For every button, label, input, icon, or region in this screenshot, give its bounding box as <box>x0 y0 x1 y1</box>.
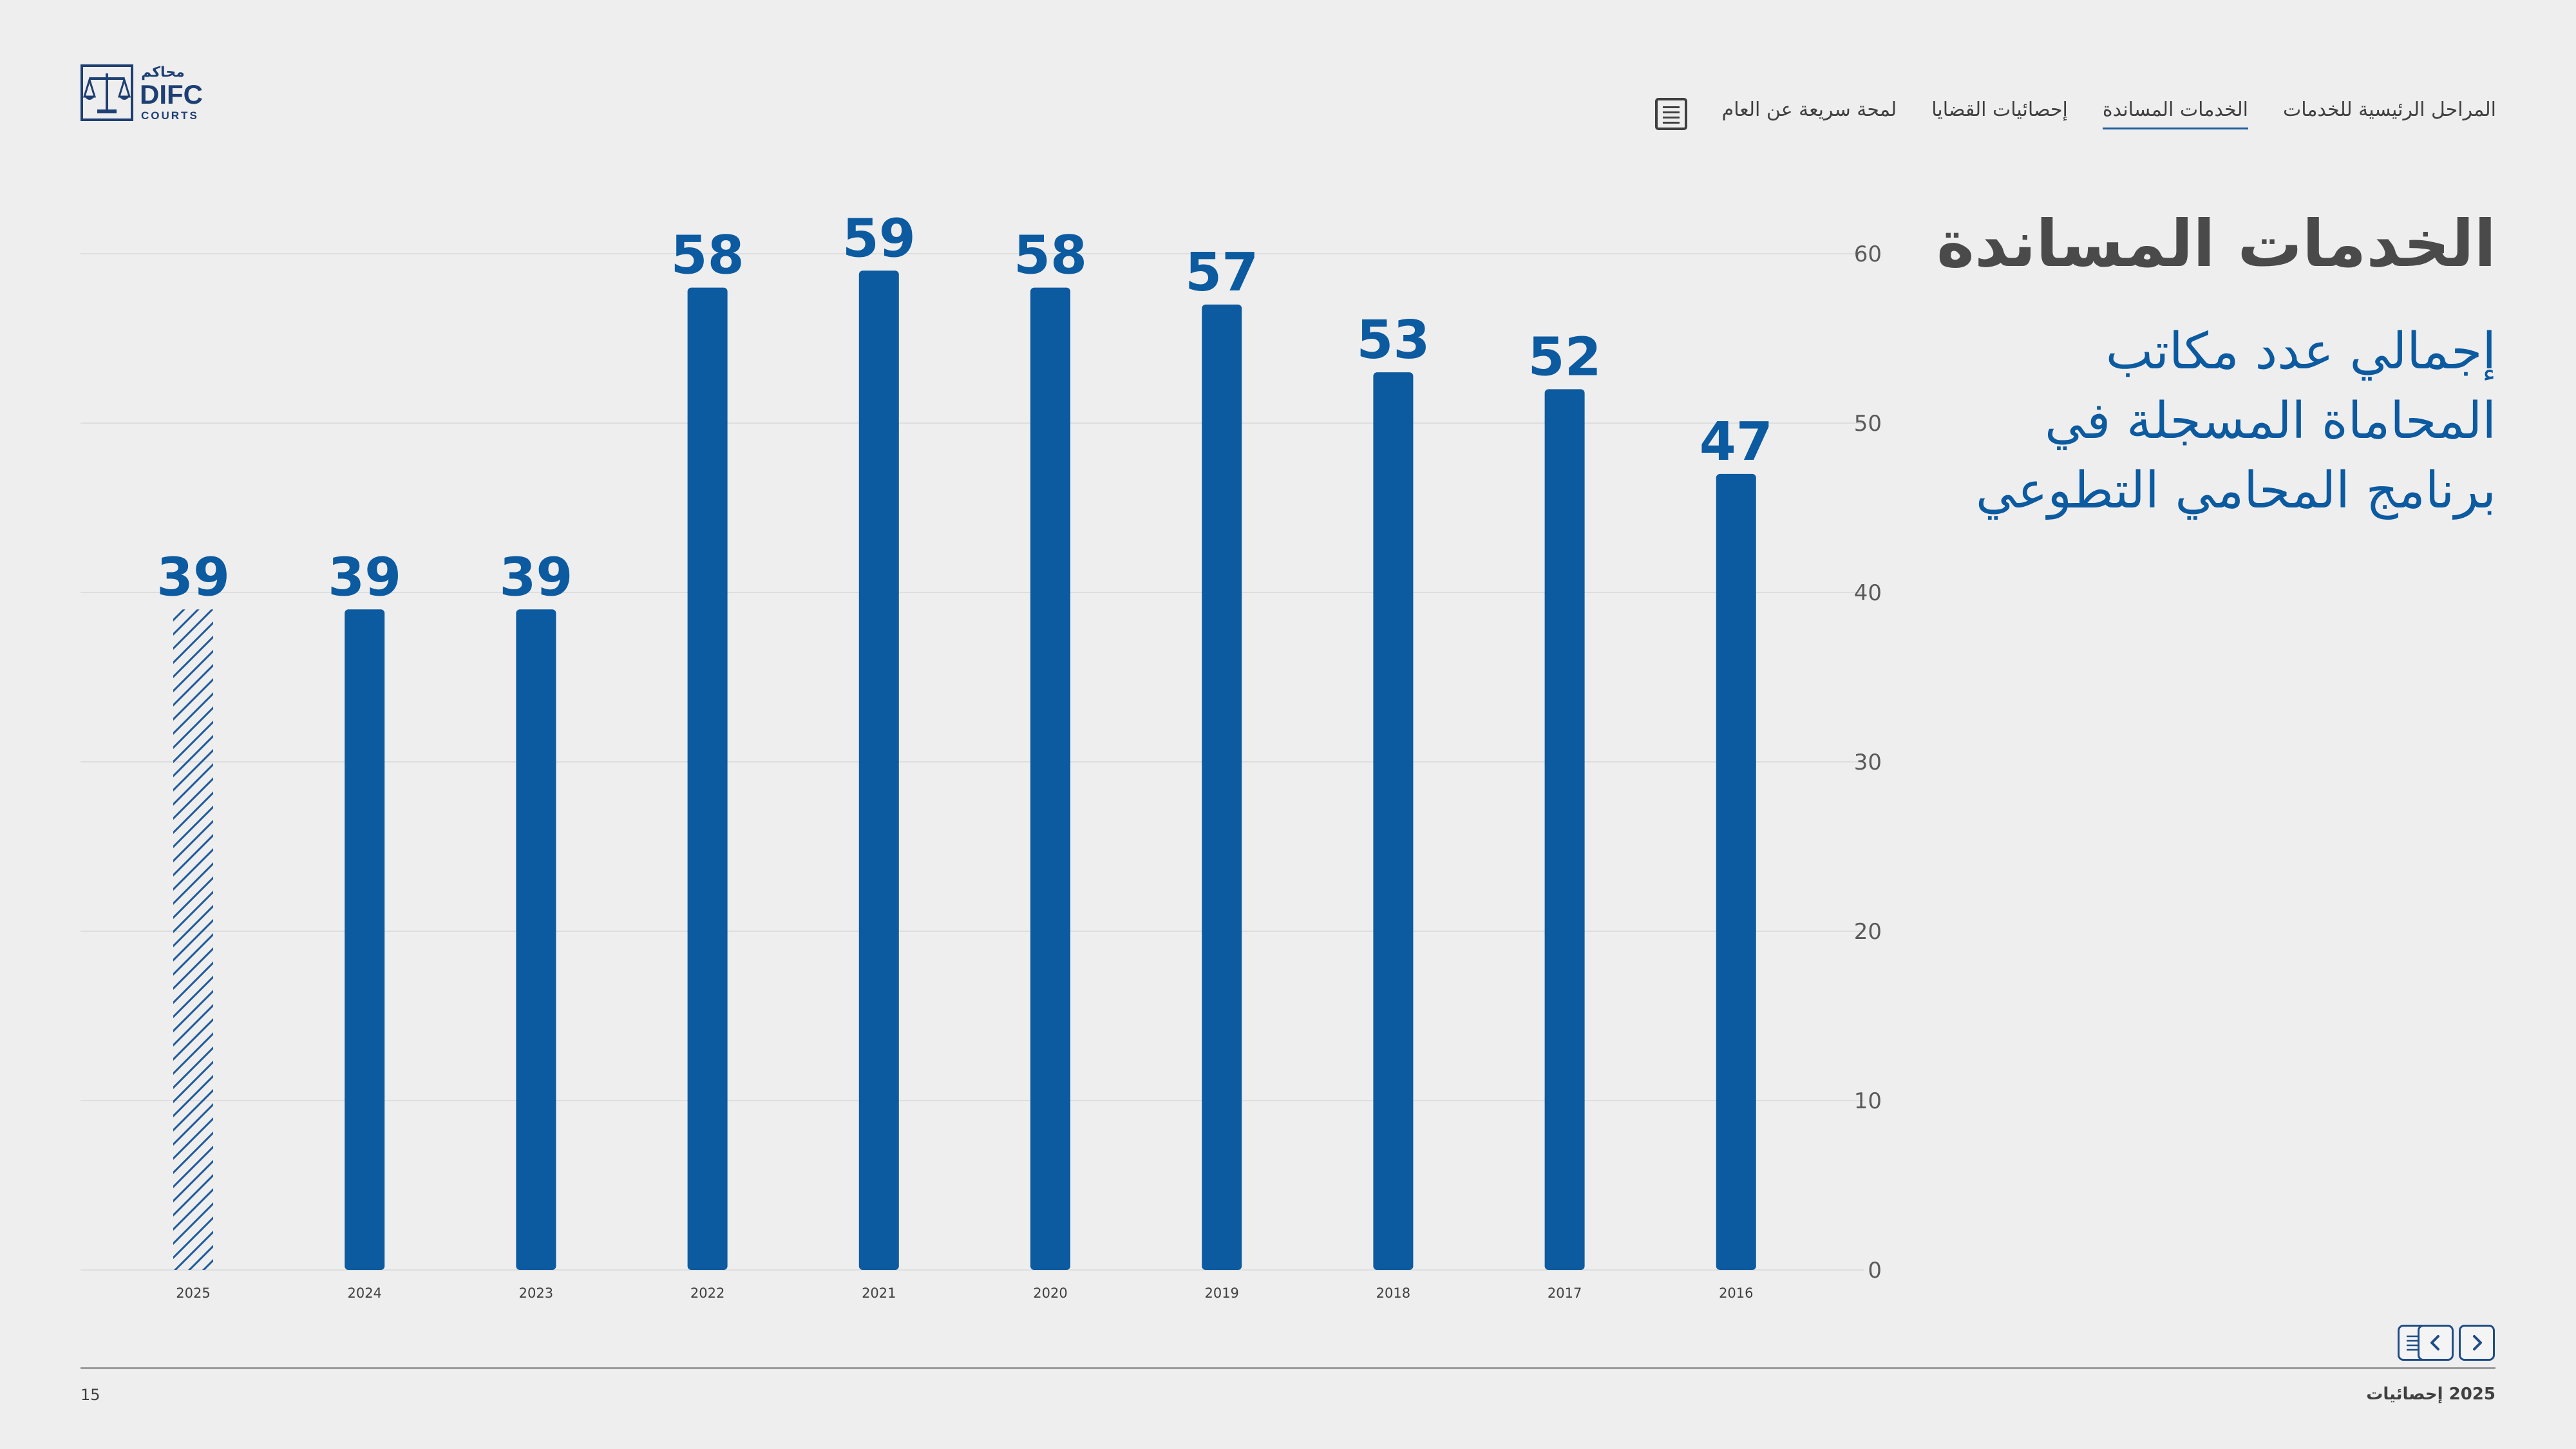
nav-item-support-services[interactable]: الخدمات المساندة <box>2102 99 2248 129</box>
footer-label: 2025 إحصائيات <box>2366 1385 2496 1404</box>
y-tick-label: 10 <box>1854 1088 1882 1114</box>
data-label-2020: 58 <box>1014 225 1087 287</box>
data-label-2024: 39 <box>328 547 401 608</box>
bar-2018 <box>1373 372 1414 1270</box>
x-tick-label-2021: 2021 <box>862 1285 896 1301</box>
nav-item-service-milestones[interactable]: المراحل الرئيسية للخدمات <box>2282 99 2496 121</box>
y-tick-label: 50 <box>1854 411 1882 437</box>
chart-subtitle: إجمالي عدد مكاتب المحاماة المسجلة في برن… <box>1917 317 2496 526</box>
logo-name: DIFC <box>140 79 203 109</box>
next-button[interactable] <box>2459 1325 2495 1361</box>
x-tick-label-2024: 2024 <box>347 1285 381 1301</box>
top-navigation: لمحة سريعة عن العام إحصائيات القضايا الخ… <box>1620 98 2496 130</box>
y-tick-label: 40 <box>1854 580 1882 606</box>
data-label-2018: 53 <box>1356 310 1430 371</box>
x-tick-label-2019: 2019 <box>1204 1285 1238 1301</box>
y-tick-label: 60 <box>1854 242 1882 267</box>
data-label-2025: 39 <box>156 547 230 608</box>
data-label-2022: 58 <box>671 225 744 287</box>
data-label-2016: 47 <box>1700 412 1773 473</box>
x-tick-label-2022: 2022 <box>690 1285 724 1301</box>
logo-arabic-text: محاكم <box>141 64 185 80</box>
x-tick-label-2016: 2016 <box>1719 1285 1753 1301</box>
x-tick-label-2018: 2018 <box>1376 1285 1410 1301</box>
bar-2021 <box>858 270 899 1270</box>
difc-courts-logo: محاكم DIFC COURTS <box>80 64 203 124</box>
y-tick-label: 20 <box>1854 919 1882 945</box>
bar-2020 <box>1030 287 1070 1271</box>
x-tick-label-2020: 2020 <box>1033 1285 1067 1301</box>
bar-2019 <box>1202 304 1242 1270</box>
scales-of-justice-icon <box>80 64 133 121</box>
chevron-left-icon <box>2430 1335 2439 1350</box>
page-number: 15 <box>80 1386 100 1404</box>
subtitle-line-1: إجمالي عدد مكاتب <box>2105 323 2496 381</box>
x-tick-label-2017: 2017 <box>1548 1285 1582 1301</box>
data-label-2019: 57 <box>1185 242 1258 303</box>
footer-divider <box>80 1367 2496 1369</box>
data-label-2017: 52 <box>1528 327 1602 388</box>
y-tick-label: 0 <box>1868 1258 1882 1283</box>
chevron-right-icon <box>2473 1335 2482 1350</box>
subtitle-line-3: برنامج المحامي التطوعي <box>1975 462 2496 520</box>
bar-2016 <box>1716 473 1756 1270</box>
data-label-2023: 39 <box>499 547 573 608</box>
logo-sub: COURTS <box>141 109 199 122</box>
bar-2017 <box>1544 389 1585 1270</box>
bar-2023 <box>516 609 556 1270</box>
menu-list-icon[interactable] <box>1654 98 1687 130</box>
bar-2025 <box>173 609 213 1270</box>
data-label-2021: 59 <box>842 208 916 269</box>
x-tick-label-2023: 2023 <box>519 1285 553 1301</box>
page-title: الخدمات المساندة <box>1937 206 2496 281</box>
prev-button[interactable] <box>2418 1325 2454 1361</box>
bar-2022 <box>687 287 728 1271</box>
x-tick-label-2025: 2025 <box>176 1285 210 1301</box>
nav-item-case-statistics[interactable]: إحصائيات القضايا <box>1931 99 2068 121</box>
nav-item-overview[interactable]: لمحة سريعة عن العام <box>1721 99 1897 121</box>
bar-2024 <box>345 609 385 1270</box>
y-tick-label: 30 <box>1854 750 1882 775</box>
subtitle-line-2: المحاماة المسجلة في <box>2044 392 2496 450</box>
